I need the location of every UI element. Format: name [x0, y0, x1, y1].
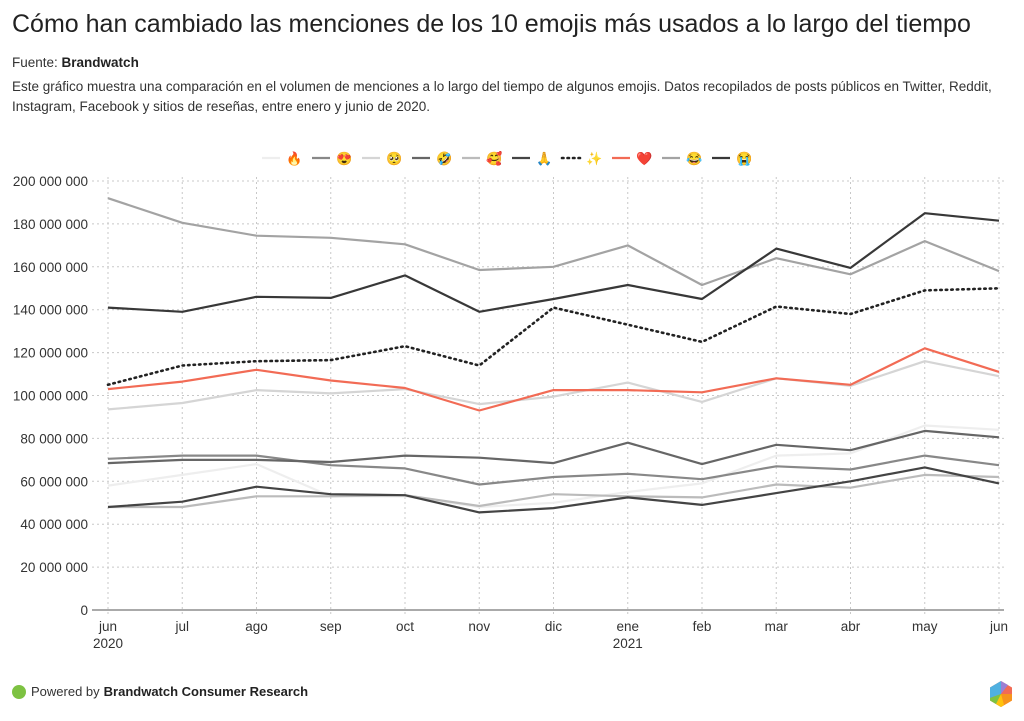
series-line[interactable] — [107, 454, 1000, 486]
legend-item[interactable]: 🥰 — [462, 150, 502, 166]
x-tick-label: nov — [468, 619, 490, 634]
x-tick-label: dic — [545, 619, 563, 634]
series-line[interactable] — [107, 347, 1000, 412]
x-tick-label: ene — [616, 619, 639, 634]
y-tick-label: 160 000 000 — [13, 260, 88, 275]
legend-item[interactable]: 🙏 — [512, 151, 552, 166]
source-line: Fuente: Brandwatch — [12, 55, 139, 70]
line-chart: 🔥 😍 🥺 🤣 🥰 🙏 ✨ ❤️ 😂 😭 0 20 000 000 40 000 000 60 000 … — [13, 150, 1008, 651]
source-label: Fuente: — [12, 55, 58, 70]
x-tick-label: oct — [396, 619, 414, 634]
powered-by-label: Powered by — [31, 684, 100, 699]
legend-emoji: 😂 — [686, 151, 702, 166]
legend-emoji: ✨ — [586, 151, 602, 166]
legend-item[interactable]: ✨ — [560, 151, 602, 166]
x-tick-label: mar — [765, 619, 789, 634]
series-line[interactable] — [106, 287, 1001, 387]
y-tick-label: 120 000 000 — [13, 346, 88, 361]
y-tick-label: 80 000 000 — [20, 431, 88, 446]
x-tick-label: abr — [841, 619, 861, 634]
x-tick-label: jun — [98, 619, 117, 634]
series-line[interactable] — [107, 429, 1000, 466]
legend-item[interactable]: 😍 — [312, 151, 352, 166]
brandwatch-logo-icon[interactable] — [988, 680, 1014, 708]
x-tick-label: jun — [989, 619, 1008, 634]
y-axis: 0 20 000 000 40 000 000 60 000 000 80 000 00… — [13, 174, 88, 618]
y-tick-label: 60 000 000 — [20, 474, 88, 489]
y-tick-label: 100 000 000 — [13, 389, 88, 404]
series-line[interactable] — [108, 473, 1000, 509]
legend-item[interactable]: ❤️ — [612, 151, 653, 166]
legend-item[interactable]: 😂 — [662, 151, 702, 166]
powered-by-brand[interactable]: Brandwatch Consumer Research — [103, 684, 309, 699]
y-tick-label: 40 000 000 — [20, 517, 88, 532]
legend-emoji: 🥰 — [486, 150, 502, 166]
x-axis: jun 2020 jul ago sep oct nov dic ene 2021 feb mar ab… — [92, 609, 1008, 651]
legend-item[interactable]: 🤣 — [412, 151, 452, 167]
x-tick-label: feb — [693, 619, 712, 634]
x-tick-label: jul — [174, 619, 189, 634]
y-tick-label: 180 000 000 — [13, 217, 88, 232]
legend-emoji: 🙏 — [536, 151, 552, 166]
legend-emoji: 🔥 — [286, 151, 302, 166]
legend-item[interactable]: 😭 — [712, 151, 752, 166]
series-line[interactable] — [107, 197, 1000, 287]
grid — [92, 177, 1004, 616]
brandwatch-dot-icon — [12, 684, 26, 699]
y-tick-label: 140 000 000 — [13, 303, 88, 318]
series-line[interactable] — [107, 424, 1000, 509]
series-line[interactable] — [107, 212, 1000, 313]
legend-emoji: 😍 — [336, 151, 352, 166]
series-lines — [106, 197, 1001, 514]
legend-emoji: ❤️ — [636, 151, 653, 166]
source-name: Brandwatch — [61, 55, 139, 70]
x-year-label: 2021 — [613, 636, 643, 651]
legend-item[interactable]: 🔥 — [262, 151, 302, 166]
x-tick-label: sep — [320, 619, 342, 634]
y-tick-label: 20 000 000 — [20, 560, 88, 575]
chart-description: Este gráfico muestra una comparación en … — [12, 79, 992, 114]
legend-emoji: 🥺 — [386, 151, 402, 166]
chart-title: Cómo han cambiado las menciones de los 1… — [12, 10, 971, 38]
y-tick-label: 200 000 000 — [13, 174, 88, 189]
legend-emoji: 😭 — [736, 151, 752, 166]
legend-emoji: 🤣 — [435, 151, 452, 167]
legend: 🔥 😍 🥺 🤣 🥰 🙏 ✨ ❤️ 😂 😭 — [262, 150, 752, 167]
footer: Powered by Brandwatch Consumer Research — [12, 684, 308, 699]
x-year-label: 2020 — [93, 636, 123, 651]
x-tick-label: may — [912, 619, 938, 634]
series-line[interactable] — [107, 466, 1000, 514]
x-tick-label: ago — [245, 619, 268, 634]
y-tick-label: 0 — [80, 603, 88, 618]
legend-item[interactable]: 🥺 — [362, 151, 402, 166]
